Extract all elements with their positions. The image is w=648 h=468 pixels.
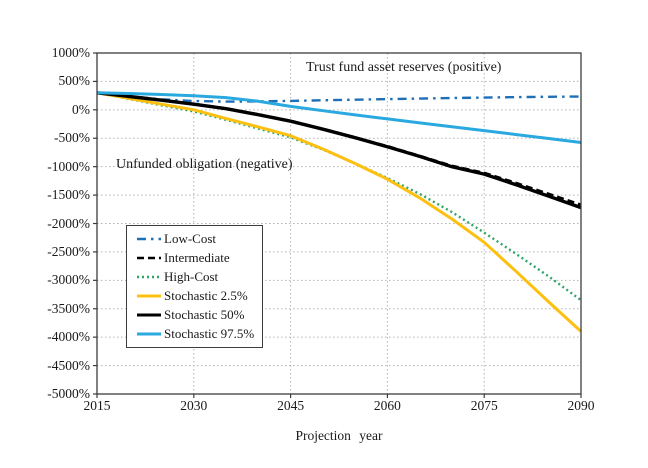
annotation-positive-reserves: Trust fund asset reserves (positive) <box>306 60 502 75</box>
legend-item: High-Cost <box>136 268 258 287</box>
y-tick-label: -3500% <box>47 300 90 316</box>
x-tick-label: 2015 <box>83 398 111 413</box>
legend-label: Low-Cost <box>164 231 216 247</box>
legend-item: Stochastic 50% <box>136 305 258 324</box>
x-tick-label: 2030 <box>180 398 208 413</box>
legend-line-sample-icon <box>137 238 161 241</box>
legend-label: Stochastic 50% <box>164 306 245 322</box>
legend-label: Intermediate <box>164 250 230 266</box>
y-tick-label: -1500% <box>47 187 90 203</box>
legend-item: Low-Cost <box>136 230 258 249</box>
y-tick-label: 1000% <box>51 45 90 60</box>
legend-label: Stochastic 2.5% <box>164 287 248 303</box>
series-stochastic-2-5- <box>96 91 583 333</box>
legend-item: Stochastic 97.5% <box>136 324 258 343</box>
y-tick-label: -500% <box>54 130 90 146</box>
x-axis-label: Projection year <box>295 428 383 443</box>
y-tick-label: 500% <box>58 73 91 89</box>
y-tick-label: -5000% <box>47 386 90 401</box>
legend-line-sample-icon <box>137 313 161 317</box>
series-stochastic-50- <box>96 91 582 210</box>
x-tick-label: 2045 <box>277 398 305 413</box>
y-tick-label: 0% <box>72 101 90 117</box>
y-tick-label: -3000% <box>47 272 90 288</box>
y-tick-label: -1000% <box>47 158 90 174</box>
legend: Low-Cost Intermediate High-Cost Stochastic … <box>126 225 263 348</box>
x-tick-label: 2075 <box>470 398 498 413</box>
series-low-cost <box>96 91 582 103</box>
y-tick-label: -2000% <box>47 215 90 231</box>
y-tick-label: -4500% <box>47 357 90 373</box>
legend-line-sample-icon <box>137 275 161 279</box>
legend-label: Stochastic 97.5% <box>164 325 255 341</box>
y-tick-label: -2500% <box>47 243 90 259</box>
legend-label: High-Cost <box>164 269 219 285</box>
x-tick-label: 2090 <box>567 398 595 413</box>
x-tick-label: 2060 <box>373 398 401 413</box>
series-stochastic-97-5- <box>96 91 582 144</box>
legend-item: Stochastic 2.5% <box>136 286 258 305</box>
legend-item: Intermediate <box>136 249 258 268</box>
legend-line-sample-icon <box>137 294 161 298</box>
annotation-unfunded-obligation: Unfunded obligation (negative) <box>116 157 293 172</box>
legend-line-sample-icon <box>137 256 161 260</box>
legend-line-sample-icon <box>137 332 161 336</box>
y-tick-label: -4000% <box>47 329 90 345</box>
